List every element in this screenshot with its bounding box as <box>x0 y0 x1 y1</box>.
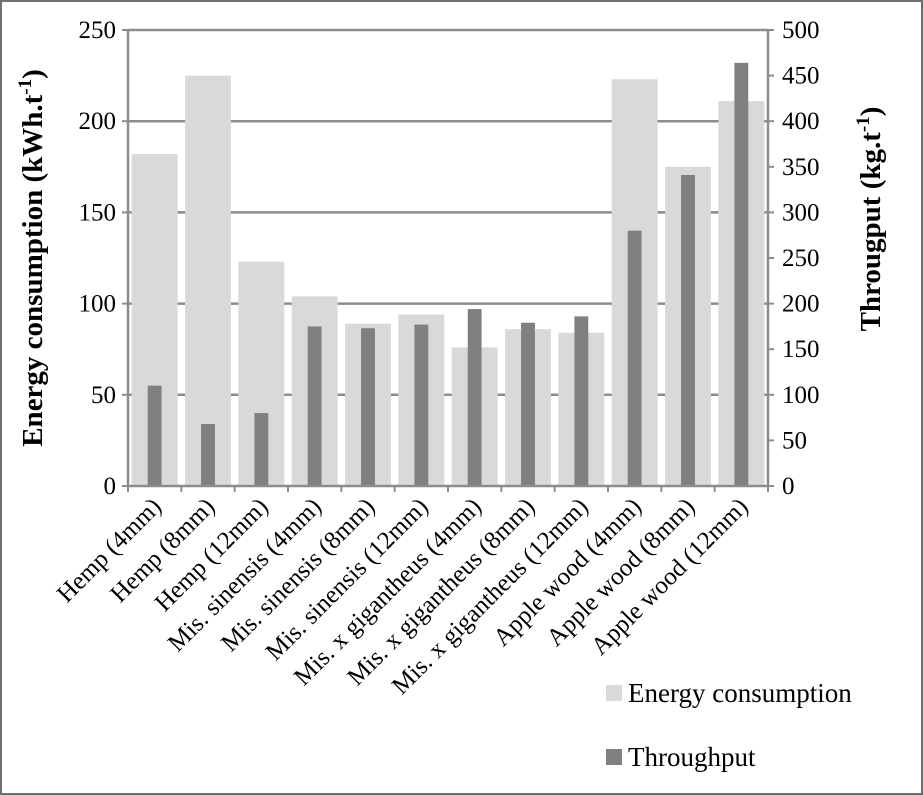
throughput-bar <box>734 62 749 486</box>
left-axis-title: Energy consumption (kWh.t-1) <box>15 69 49 447</box>
right-tick-label: 350 <box>782 154 820 181</box>
throughput-bar <box>467 309 482 486</box>
legend-swatch-energy <box>606 685 622 701</box>
left-tick-labels: 0 50 100 150 200 250 <box>79 17 117 500</box>
energy-bars <box>131 75 765 487</box>
left-tick-label: 0 <box>104 473 117 500</box>
throughput-bar <box>254 413 269 486</box>
legend-label-energy: Energy consumption <box>628 678 852 708</box>
left-tick-label: 250 <box>79 17 117 44</box>
right-tick-label: 300 <box>782 199 820 226</box>
right-tick-label: 200 <box>782 291 820 318</box>
right-tick-label: 400 <box>782 108 820 135</box>
right-tick-label: 100 <box>782 382 820 409</box>
right-tick-label: 0 <box>782 473 795 500</box>
left-tick-label: 100 <box>79 291 117 318</box>
left-tick-label: 50 <box>91 382 116 409</box>
throughput-bar <box>521 322 535 486</box>
energy-bar <box>185 75 231 486</box>
right-tick-label: 450 <box>782 63 820 90</box>
throughput-bar <box>307 326 322 486</box>
throughput-bar <box>414 324 429 486</box>
axes <box>122 29 774 492</box>
right-tick-labels: 0 50 100 150 200 250 300 350 400 450 500 <box>782 17 820 500</box>
right-tick-label: 150 <box>782 336 820 363</box>
legend-swatch-throughput <box>606 749 622 765</box>
legend-label-throughput: Throughput <box>628 742 756 772</box>
legend: Energy consumption Throughput <box>606 678 852 772</box>
right-tick-label: 50 <box>782 427 807 454</box>
throughput-bar <box>147 385 162 486</box>
throughput-bar <box>361 328 375 486</box>
category-labels: Hemp (4mm)Hemp (8mm)Hemp (12mm)Mis. sine… <box>52 493 753 700</box>
right-tick-label: 250 <box>782 245 820 272</box>
grid-lines <box>128 28 768 397</box>
left-tick-label: 200 <box>79 108 117 135</box>
throughput-bar <box>201 423 215 486</box>
throughput-bar <box>627 230 642 486</box>
right-tick-label: 500 <box>782 17 820 44</box>
throughput-bars <box>147 62 749 486</box>
throughput-bar <box>574 316 589 486</box>
right-axis-title: Througput (kg.t-1) <box>853 107 887 332</box>
left-tick-label: 150 <box>79 199 117 226</box>
throughput-bar <box>681 175 695 486</box>
